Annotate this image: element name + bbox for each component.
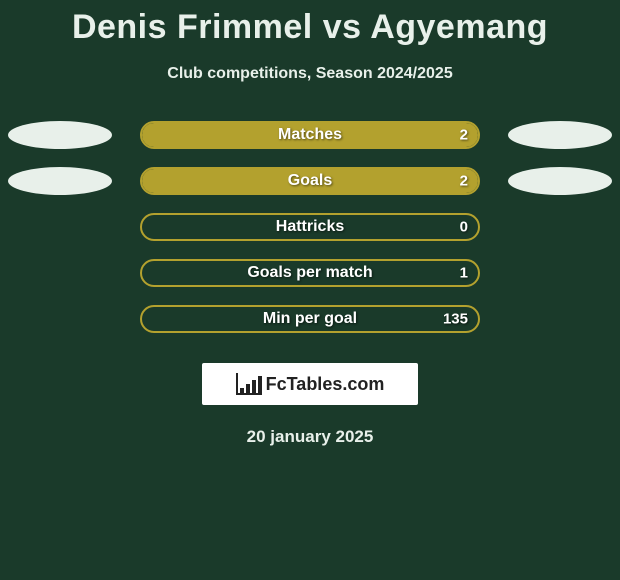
stat-label: Matches xyxy=(278,126,342,144)
right-ellipse xyxy=(508,167,612,195)
stat-bar: Goals 2 xyxy=(140,167,480,195)
stat-bar: Goals per match 1 xyxy=(140,259,480,287)
logo-bar-icon xyxy=(236,373,262,395)
stat-value: 0 xyxy=(460,219,468,236)
stat-value: 2 xyxy=(460,173,468,190)
left-ellipse xyxy=(8,121,112,149)
stat-row: Matches 2 xyxy=(0,121,620,149)
stat-label: Min per goal xyxy=(263,310,357,328)
stat-bar: Min per goal 135 xyxy=(140,305,480,333)
stat-row: Goals 2 xyxy=(0,167,620,195)
logo-text: FcTables.com xyxy=(266,374,385,395)
stat-label: Hattricks xyxy=(276,218,344,236)
date-text: 20 january 2025 xyxy=(0,427,620,447)
stats-container: Matches 2 Goals 2 Hattricks 0 Goals per match 1… xyxy=(0,121,620,333)
stat-label: Goals xyxy=(288,172,332,190)
fctables-logo: FcTables.com xyxy=(202,363,418,405)
subtitle: Club competitions, Season 2024/2025 xyxy=(0,65,620,83)
stat-bar: Matches 2 xyxy=(140,121,480,149)
stat-row: Goals per match 1 xyxy=(0,259,620,287)
stat-value: 2 xyxy=(460,127,468,144)
stat-value: 1 xyxy=(460,265,468,282)
page-title: Denis Frimmel vs Agyemang xyxy=(0,0,620,47)
stat-row: Hattricks 0 xyxy=(0,213,620,241)
stat-bar: Hattricks 0 xyxy=(140,213,480,241)
left-ellipse xyxy=(8,167,112,195)
stat-label: Goals per match xyxy=(247,264,372,282)
right-ellipse xyxy=(508,121,612,149)
stat-value: 135 xyxy=(443,311,468,328)
stat-row: Min per goal 135 xyxy=(0,305,620,333)
